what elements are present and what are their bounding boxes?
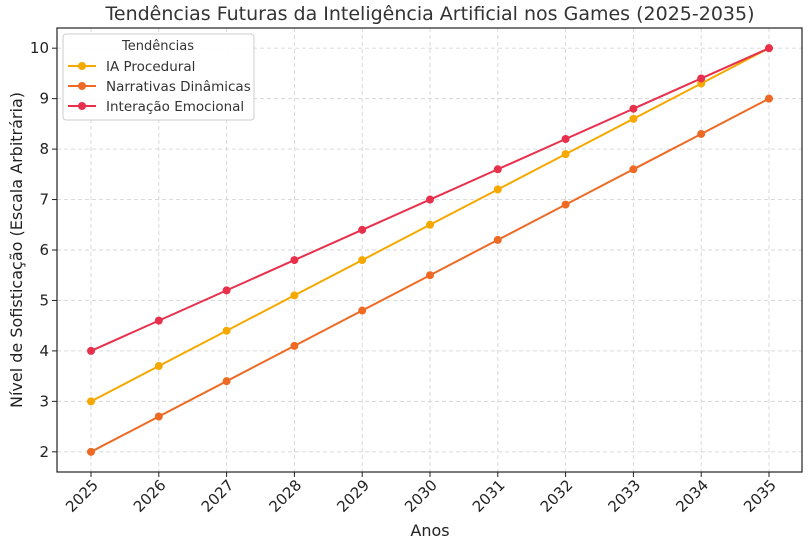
y-tick-label: 7 [39, 191, 49, 209]
data-point [87, 397, 95, 406]
legend-label: IA Procedural [106, 59, 195, 75]
legend: Tendências IA Procedural Narrativas Dinâm… [62, 33, 255, 121]
data-point [561, 135, 570, 143]
x-tick-label: 2029 [333, 476, 373, 516]
legend-item: Narrativas Dinâmicas [68, 79, 251, 95]
y-tick-label: 10 [30, 39, 49, 57]
x-tick-label: 2025 [62, 476, 102, 516]
data-point [154, 316, 163, 325]
data-point [290, 256, 299, 265]
legend-item: Interação Emocional [68, 99, 244, 115]
x-tick-label: 2035 [740, 476, 780, 516]
data-point [358, 225, 367, 234]
x-tick-label: 2033 [604, 476, 644, 516]
x-axis-ticks: 2025 2026 2027 2028 2029 2030 2031 2032 2033 2034… [62, 472, 780, 516]
data-point [426, 271, 434, 280]
data-point [290, 341, 299, 350]
x-tick-label: 2030 [401, 476, 441, 516]
series-1 [87, 94, 773, 456]
legend-marker [78, 102, 86, 110]
legend-marker [78, 82, 86, 90]
data-point [222, 326, 231, 335]
chart-title: Tendências Futuras da Inteligência Artif… [105, 3, 755, 25]
data-point [561, 150, 570, 159]
data-point [358, 256, 367, 265]
data-point [290, 291, 299, 300]
y-axis-label: Nível de Sofisticação (Escala Arbitrária… [7, 92, 26, 408]
legend-box [62, 33, 255, 121]
y-tick-label: 5 [39, 291, 49, 309]
y-tick-label: 2 [39, 443, 49, 461]
y-tick-label: 6 [39, 241, 49, 259]
x-tick-label: 2028 [265, 476, 305, 516]
data-point [765, 94, 773, 103]
legend-marker [78, 62, 86, 70]
y-tick-label: 4 [39, 342, 49, 360]
x-tick-label: 2027 [198, 476, 238, 516]
data-point [426, 220, 434, 229]
legend-item: IA Procedural [68, 59, 195, 75]
series-2 [87, 44, 773, 355]
x-tick-label: 2031 [469, 476, 509, 516]
data-point [154, 412, 163, 421]
data-point [697, 74, 706, 83]
data-point [154, 362, 163, 371]
x-tick-label: 2034 [672, 476, 712, 516]
data-point [87, 447, 95, 456]
data-point [629, 165, 638, 174]
series-layer [87, 44, 773, 456]
legend-label: Interação Emocional [106, 99, 244, 115]
x-tick-label: 2026 [130, 476, 170, 516]
data-point [426, 195, 434, 204]
x-tick-label: 2032 [537, 476, 577, 516]
data-point [222, 377, 231, 386]
y-tick-label: 3 [39, 392, 49, 410]
data-point [493, 165, 502, 174]
y-tick-label: 9 [39, 90, 49, 108]
data-point [87, 346, 95, 355]
y-tick-label: 8 [39, 140, 49, 158]
data-point [222, 286, 231, 295]
y-axis-ticks: 2 3 4 5 6 7 8 9 10 [30, 39, 57, 461]
data-point [358, 306, 367, 315]
legend-label: Narrativas Dinâmicas [106, 79, 251, 95]
data-point [561, 200, 570, 209]
data-point [629, 114, 638, 123]
data-point [493, 235, 502, 244]
x-axis-label: Anos [410, 521, 449, 540]
data-point [493, 185, 502, 194]
data-point [629, 104, 638, 113]
data-point [697, 129, 706, 138]
data-point [765, 44, 773, 53]
legend-title: Tendências [121, 39, 194, 54]
